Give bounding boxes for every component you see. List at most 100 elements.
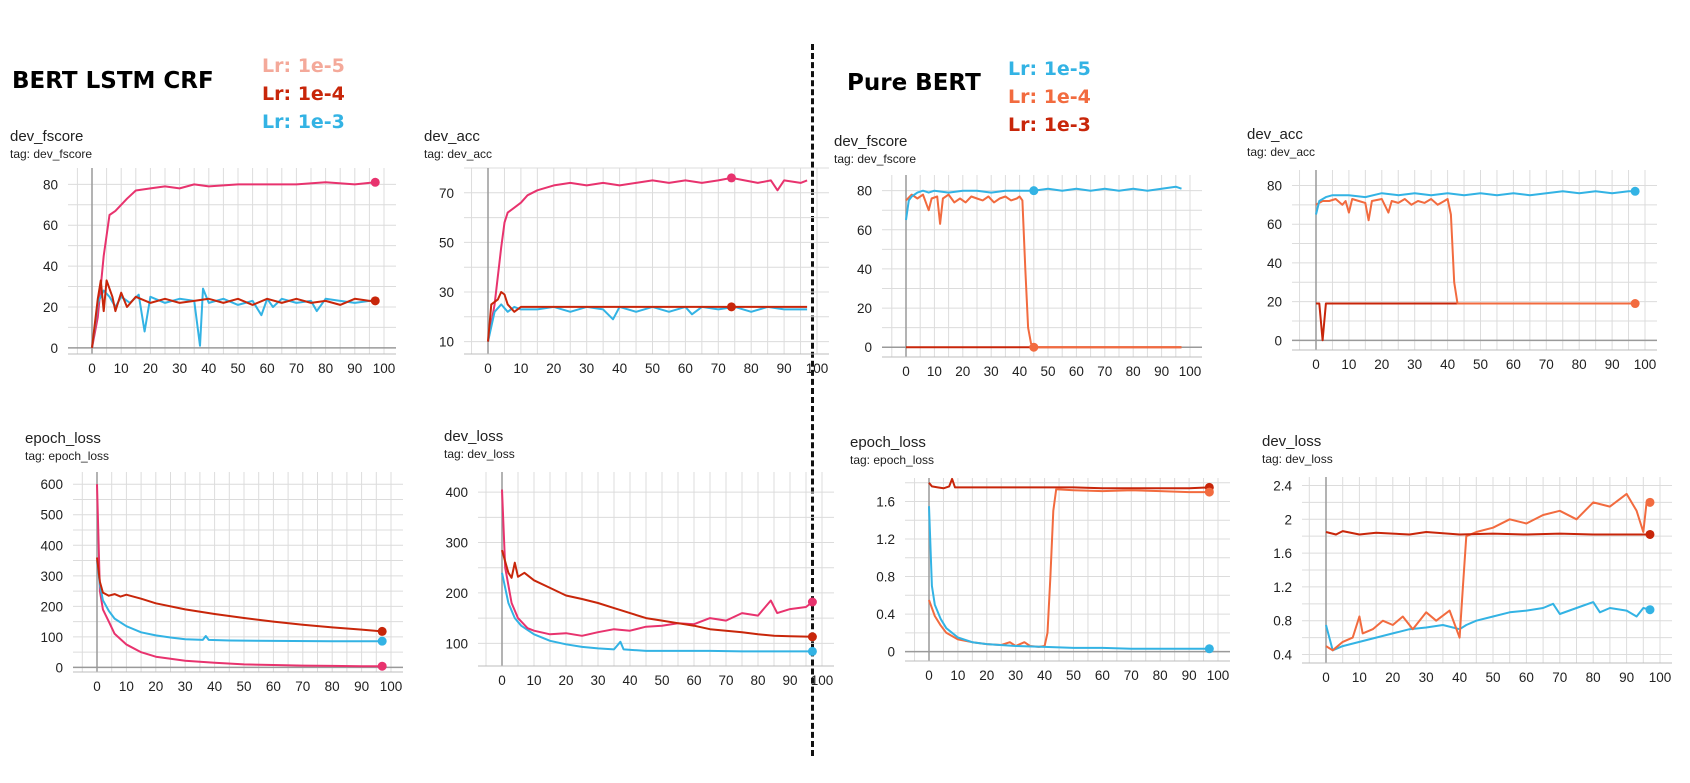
x-tick-label: 60: [1069, 364, 1084, 379]
y-tick-label: 20: [1267, 295, 1282, 310]
x-tick-label: 90: [1154, 364, 1169, 379]
x-tick-label: 0: [1322, 670, 1330, 685]
series-end-marker-2: [1029, 186, 1039, 196]
x-tick-label: 90: [1605, 357, 1620, 372]
series-end-marker-1: [1029, 342, 1039, 352]
x-tick-label: 70: [718, 673, 733, 688]
series-end-marker-1: [1630, 299, 1640, 309]
x-tick-label: 10: [114, 361, 129, 376]
x-tick-label: 30: [172, 361, 187, 376]
x-tick-label: 80: [1586, 670, 1601, 685]
series-end-marker-2: [726, 302, 736, 312]
y-tick-label: 30: [439, 285, 454, 300]
chart-tag: tag: epoch_loss: [850, 453, 935, 467]
x-tick-label: 80: [1153, 668, 1168, 683]
chart-svg: 0 10 20 30 40 50 60 70 80 90 100 10 30 50 70: [439, 167, 829, 376]
y-tick-label: 2.4: [1273, 478, 1292, 493]
series-line-1: [91, 287, 376, 349]
x-tick-label: 90: [1182, 668, 1197, 683]
x-tick-label: 40: [622, 673, 637, 688]
legend-item: Lr: 1e-5: [262, 55, 345, 77]
x-tick-label: 20: [979, 668, 994, 683]
group-divider: [811, 44, 814, 756]
x-tick-label: 40: [201, 361, 216, 376]
chart-title: dev_loss: [444, 428, 504, 445]
series-end-marker-0: [377, 661, 387, 671]
y-tick-label: 0.8: [1273, 614, 1292, 629]
chart-panel-dev-acc-lstm: dev_acc tag: dev_acc 0 10 20 30 40 50 60 70 80 90…: [424, 128, 834, 398]
series-line-0: [1325, 601, 1651, 652]
y-tick-label: 60: [1267, 217, 1282, 232]
chart-svg: 0 10 20 30 40 50 60 70 80 90 100 0 0.4 0.8 1.2 1.6: [876, 477, 1230, 683]
x-tick-label: 10: [513, 361, 528, 376]
series-line-1: [487, 303, 808, 342]
series-end-marker-2: [1630, 186, 1640, 196]
x-tick-label: 10: [1341, 357, 1356, 372]
y-tick-label: 50: [439, 235, 454, 250]
x-tick-label: 60: [260, 361, 275, 376]
x-tick-label: 10: [1352, 670, 1367, 685]
y-tick-label: 400: [40, 538, 63, 553]
x-tick-label: 10: [927, 364, 942, 379]
legend-pure-bert: Lr: 1e-5 Lr: 1e-4 Lr: 1e-3: [1008, 55, 1091, 139]
x-tick-label: 90: [777, 361, 792, 376]
series-line-2: [905, 185, 1182, 221]
chart-tag: tag: dev_loss: [1262, 452, 1333, 466]
chart-svg: 0 10 20 30 40 50 60 70 80 90 100 0 20 40 60 80: [43, 168, 396, 376]
y-tick-label: 2: [1284, 512, 1292, 527]
x-tick-label: 100: [1207, 668, 1230, 683]
legend-item: Lr: 1e-5: [1008, 58, 1091, 80]
chart-svg: 0 10 20 30 40 50 60 70 80 90 100 100 200 300 400: [445, 472, 834, 688]
chart-title: dev_fscore: [834, 133, 908, 150]
chart-title: epoch_loss: [850, 434, 926, 451]
series-line-1: [1315, 198, 1636, 305]
y-tick-label: 0: [887, 645, 895, 660]
chart-tag: tag: dev_loss: [444, 447, 515, 461]
y-tick-label: 0.8: [876, 570, 895, 585]
x-tick-label: 20: [143, 361, 158, 376]
series-line-0: [487, 176, 808, 342]
chart-panel-epoch-loss-bert: epoch_loss tag: epoch_loss 0 10 20 30 40 50 60…: [850, 434, 1250, 699]
y-tick-label: 60: [857, 223, 872, 238]
chart-panel-dev-loss-lstm: dev_loss tag: dev_loss 0 10 20 30 40 50 60 70 80…: [444, 428, 844, 708]
legend-item: Lr: 1e-4: [262, 83, 345, 105]
y-tick-label: 1.6: [876, 494, 895, 509]
x-tick-label: 30: [1008, 668, 1023, 683]
x-tick-label: 70: [1539, 357, 1554, 372]
x-tick-label: 70: [1552, 670, 1567, 685]
x-tick-label: 50: [645, 361, 660, 376]
x-tick-label: 20: [1374, 357, 1389, 372]
x-tick-label: 100: [811, 673, 834, 688]
grid: [464, 167, 829, 354]
x-tick-label: 70: [289, 361, 304, 376]
x-tick-label: 80: [318, 361, 333, 376]
x-tick-label: 30: [984, 364, 999, 379]
x-tick-label: 100: [373, 361, 396, 376]
y-tick-label: 70: [439, 186, 454, 201]
x-tick-label: 40: [1012, 364, 1027, 379]
series-line-0: [91, 181, 376, 349]
chart-svg: 0 10 20 30 40 50 60 70 80 90 100 0 20 40 60 80: [1267, 170, 1657, 372]
series-line-0: [1316, 302, 1636, 342]
x-tick-label: 10: [526, 673, 541, 688]
series-end-marker-2: [377, 626, 387, 636]
series-line-0: [501, 572, 813, 653]
x-tick-label: 100: [806, 361, 829, 376]
chart-tag: tag: dev_acc: [1247, 145, 1316, 159]
series-end-marker-0: [726, 173, 736, 183]
y-tick-label: 1.2: [1273, 580, 1292, 595]
y-tick-label: 40: [43, 259, 58, 274]
x-tick-label: 10: [950, 668, 965, 683]
legend-item: Lr: 1e-3: [1008, 114, 1091, 136]
y-tick-label: 300: [445, 536, 468, 551]
x-tick-label: 50: [230, 361, 245, 376]
x-tick-label: 60: [266, 679, 281, 694]
grid: [478, 472, 834, 666]
group-title-pure-bert: Pure BERT: [847, 70, 981, 96]
x-tick-label: 80: [750, 673, 765, 688]
grid: [68, 168, 396, 354]
series-end-marker-2: [370, 296, 380, 306]
series-end-marker-2: [1204, 644, 1214, 654]
y-tick-label: 0: [1274, 333, 1282, 348]
y-tick-label: 20: [43, 300, 58, 315]
